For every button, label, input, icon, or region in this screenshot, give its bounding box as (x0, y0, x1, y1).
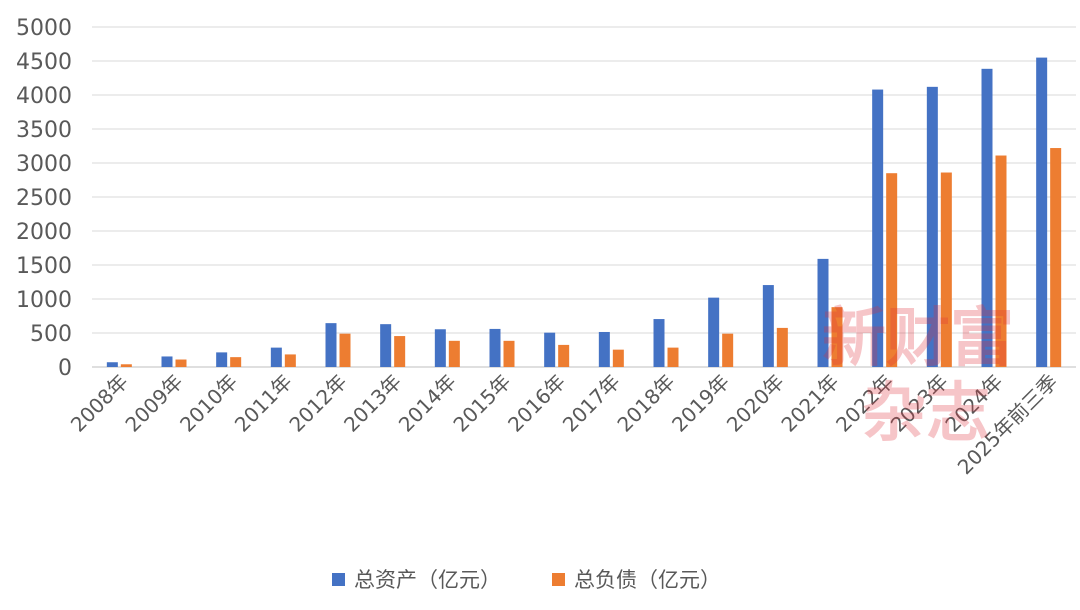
legend-swatch (332, 573, 345, 586)
y-tick-label: 1500 (16, 254, 72, 279)
x-tick-label: 2008年 (66, 370, 133, 437)
y-tick-label: 5000 (16, 16, 72, 41)
x-tick-label: 2018年 (612, 370, 679, 437)
y-tick-label: 4000 (16, 84, 72, 109)
x-tick-label: 2013年 (339, 370, 406, 437)
bar-assets (708, 297, 720, 367)
bar-liabilities (886, 173, 898, 367)
bar-assets (270, 347, 282, 367)
bar-liabilities (394, 336, 406, 367)
bar-assets (106, 362, 118, 367)
bar-assets (872, 89, 884, 367)
bar-assets (489, 328, 501, 367)
x-tick-label: 2020年 (722, 370, 789, 437)
bar-liabilities (831, 307, 843, 367)
y-axis-ticks: 0 500 1000 1500 2000 2500 3000 3500 4000 4500 5000 (16, 16, 72, 381)
bar-assets (653, 319, 665, 367)
y-tick-label: 3500 (16, 118, 72, 143)
y-tick-label: 4500 (16, 50, 72, 75)
bar-liabilities (558, 344, 570, 367)
bar-assets (817, 258, 829, 367)
x-tick-label: 2009年 (120, 370, 187, 437)
x-tick-label: 2010年 (175, 370, 242, 437)
watermark-line2: 杂志 (862, 377, 990, 451)
bars (106, 57, 1062, 367)
bar-liabilities (339, 333, 351, 367)
watermark: 新财富 杂志 (822, 302, 1014, 451)
bar-liabilities (1050, 148, 1062, 367)
bar-liabilities (940, 172, 952, 367)
bar-liabilities (503, 340, 515, 367)
x-tick-label: 2017年 (558, 370, 625, 437)
y-tick-label: 3000 (16, 152, 72, 177)
bar-assets (216, 352, 228, 367)
y-tick-label: 500 (30, 322, 72, 347)
bar-assets (981, 68, 993, 367)
x-tick-label: 2016年 (503, 370, 570, 437)
legend: 总资产（亿元） 总负债（亿元） (332, 568, 721, 592)
bar-assets (598, 331, 610, 367)
y-tick-label: 2500 (16, 186, 72, 211)
legend-label: 总负债（亿元） (574, 568, 721, 592)
bar-liabilities (995, 155, 1007, 367)
bar-assets (762, 285, 774, 367)
x-tick-label: 2021年 (776, 370, 843, 437)
bar-assets (380, 324, 392, 367)
legend-swatch (552, 573, 565, 586)
bar-liabilities (722, 333, 734, 367)
bar-liabilities (448, 340, 460, 367)
bar-liabilities (120, 364, 132, 367)
bar-liabilities (612, 349, 624, 367)
bar-liabilities (667, 347, 679, 367)
bar-assets (1036, 57, 1048, 367)
bar-assets (161, 356, 173, 367)
x-tick-label: 2014年 (394, 370, 461, 437)
bar-liabilities (230, 357, 242, 367)
bar-liabilities (776, 327, 788, 367)
bar-liabilities (175, 359, 187, 367)
bar-assets (926, 86, 938, 367)
x-tick-label: 2011年 (230, 370, 297, 437)
bar-assets (544, 332, 556, 367)
legend-label: 总资产（亿元） (354, 568, 501, 592)
y-tick-label: 1000 (16, 288, 72, 313)
watermark-line1: 新财富 (822, 302, 1014, 376)
y-tick-label: 2000 (16, 220, 72, 245)
bar-assets (325, 323, 337, 367)
y-tick-label: 0 (58, 356, 72, 381)
bar-assets (434, 329, 446, 367)
x-tick-label: 2012年 (284, 370, 351, 437)
x-tick-label: 2015年 (448, 370, 515, 437)
gridlines (92, 26, 1076, 368)
bar-liabilities (284, 354, 296, 367)
x-tick-label: 2019年 (667, 370, 734, 437)
